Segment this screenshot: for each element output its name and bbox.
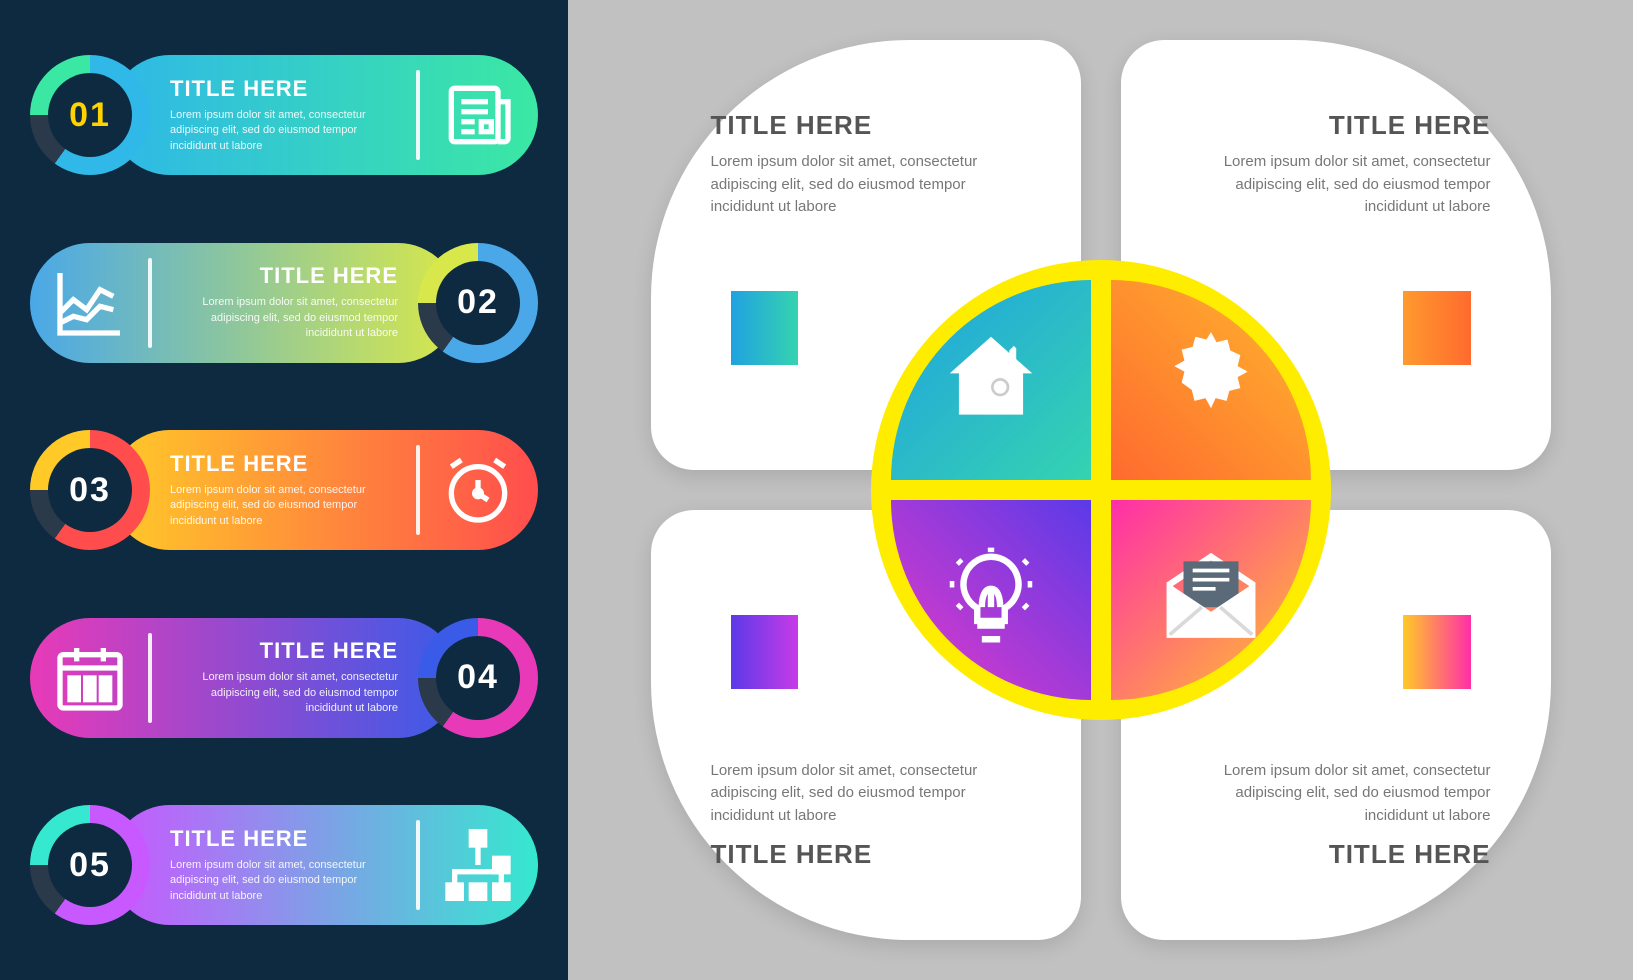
petal-description: Lorem ipsum dolor sit amet, consectetur …: [1191, 151, 1491, 219]
badge-number: 04: [436, 636, 520, 720]
petal-content: TITLE HERE Lorem ipsum dolor sit amet, c…: [681, 80, 1041, 249]
petal-content: Lorem ipsum dolor sit amet, consectetur …: [681, 730, 1041, 901]
pill-title: TITLE HERE: [260, 638, 398, 664]
divider: [416, 445, 420, 535]
pill-row-3: 03 TITLE HERE Lorem ipsum dolor sit amet…: [30, 415, 538, 565]
flower-layout: TITLE HERE Lorem ipsum dolor sit amet, c…: [651, 40, 1551, 940]
pill-row-2: 02 TITLE HERE Lorem ipsum dolor sit amet…: [30, 228, 538, 378]
pill-title: TITLE HERE: [260, 263, 398, 289]
pill-body: TITLE HERE Lorem ipsum dolor sit amet, c…: [30, 243, 458, 363]
petal-description: Lorem ipsum dolor sit amet, consectetur …: [1191, 760, 1491, 828]
mail-icon: [1156, 543, 1266, 658]
pill-text: TITLE HERE Lorem ipsum dolor sit amet, c…: [170, 263, 398, 341]
number-badge: 01: [30, 55, 150, 175]
clock-icon: [438, 450, 518, 530]
pill-description: Lorem ipsum dolor sit amet, consectetur …: [170, 483, 398, 529]
center-hub: [871, 260, 1331, 720]
badge-number: 01: [48, 73, 132, 157]
pill-title: TITLE HERE: [170, 76, 398, 102]
pill-text: TITLE HERE Lorem ipsum dolor sit amet, c…: [170, 451, 398, 529]
pill-body: TITLE HERE Lorem ipsum dolor sit amet, c…: [110, 805, 538, 925]
calendar-icon: [50, 638, 130, 718]
pill-body: TITLE HERE Lorem ipsum dolor sit amet, c…: [30, 618, 458, 738]
pill-text: TITLE HERE Lorem ipsum dolor sit amet, c…: [170, 76, 398, 154]
newspaper-icon: [438, 75, 518, 155]
right-panel: TITLE HERE Lorem ipsum dolor sit amet, c…: [568, 0, 1633, 980]
pill-body: TITLE HERE Lorem ipsum dolor sit amet, c…: [110, 430, 538, 550]
pill-text: TITLE HERE Lorem ipsum dolor sit amet, c…: [170, 826, 398, 904]
number-badge: 05: [30, 805, 150, 925]
petal-content: Lorem ipsum dolor sit amet, consectetur …: [1161, 730, 1521, 901]
petal-title: TITLE HERE: [711, 839, 1011, 870]
petal-description: Lorem ipsum dolor sit amet, consectetur …: [711, 151, 1011, 219]
pill-description: Lorem ipsum dolor sit amet, consectetur …: [170, 295, 398, 341]
house-icon: [936, 323, 1046, 438]
pill-description: Lorem ipsum dolor sit amet, consectetur …: [170, 108, 398, 154]
petal-description: Lorem ipsum dolor sit amet, consectetur …: [711, 760, 1011, 828]
pill-row-4: 04 TITLE HERE Lorem ipsum dolor sit amet…: [30, 603, 538, 753]
gear-icon: [1156, 323, 1266, 438]
flow-icon: [438, 825, 518, 905]
number-badge: 03: [30, 430, 150, 550]
petal-title: TITLE HERE: [1191, 839, 1491, 870]
petal-number: 03: [731, 615, 798, 689]
petal-content: TITLE HERE Lorem ipsum dolor sit amet, c…: [1161, 80, 1521, 249]
number-badge: 04: [418, 618, 538, 738]
petal-title: TITLE HERE: [711, 110, 1011, 141]
badge-number: 05: [48, 823, 132, 907]
number-badge: 02: [418, 243, 538, 363]
pill-text: TITLE HERE Lorem ipsum dolor sit amet, c…: [170, 638, 398, 716]
left-panel: 01 TITLE HERE Lorem ipsum dolor sit amet…: [0, 0, 568, 980]
pill-description: Lorem ipsum dolor sit amet, consectetur …: [170, 858, 398, 904]
pill-row-5: 05 TITLE HERE Lorem ipsum dolor sit amet…: [30, 790, 538, 940]
badge-number: 02: [436, 261, 520, 345]
petal-number: 02: [1403, 291, 1470, 365]
petal-number: 01: [731, 291, 798, 365]
pill-title: TITLE HERE: [170, 451, 398, 477]
petal-number: 04: [1403, 615, 1470, 689]
chart-icon: [50, 263, 130, 343]
pill-body: TITLE HERE Lorem ipsum dolor sit amet, c…: [110, 55, 538, 175]
petal-title: TITLE HERE: [1191, 110, 1491, 141]
divider: [416, 70, 420, 160]
pill-row-1: 01 TITLE HERE Lorem ipsum dolor sit amet…: [30, 40, 538, 190]
divider: [416, 820, 420, 910]
pill-description: Lorem ipsum dolor sit amet, consectetur …: [170, 670, 398, 716]
divider: [148, 258, 152, 348]
pill-title: TITLE HERE: [170, 826, 398, 852]
badge-number: 03: [48, 448, 132, 532]
bulb-icon: [936, 543, 1046, 658]
divider: [148, 633, 152, 723]
